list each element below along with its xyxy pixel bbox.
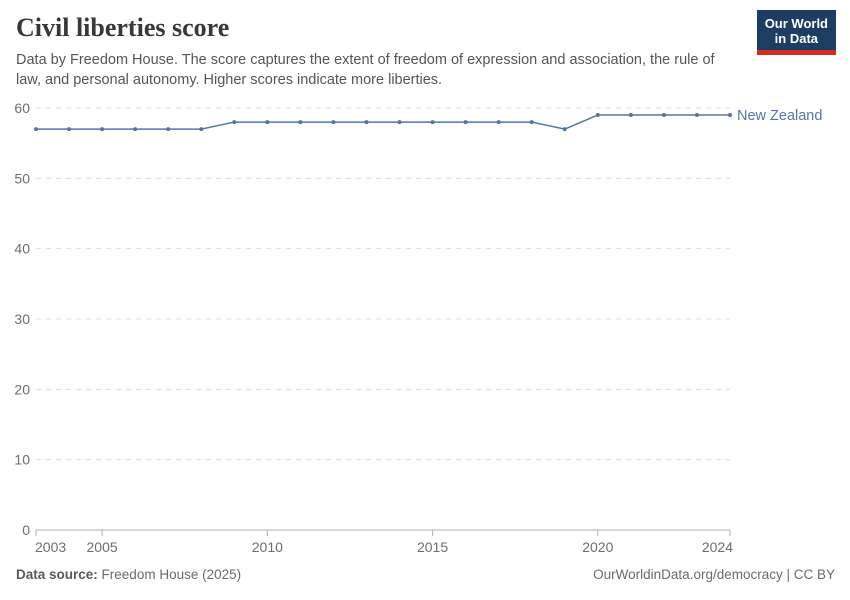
data-point-2020 [595, 113, 600, 118]
y-axis-label-20: 20 [14, 381, 30, 397]
data-point-2016 [463, 120, 468, 125]
chart-footer: Data source: Freedom House (2025) OurWor… [16, 566, 835, 584]
chart-title: Civil liberties score [16, 13, 230, 42]
y-axis-label-30: 30 [14, 311, 30, 327]
y-axis-label-60: 60 [14, 100, 30, 116]
data-point-2022 [661, 113, 666, 118]
owid-logo[interactable]: Our World in Data [756, 10, 836, 55]
owid-logo-line1: Our World [764, 16, 828, 31]
data-point-2008 [199, 127, 204, 132]
data-point-2019 [562, 127, 567, 132]
data-point-2024 [728, 113, 732, 118]
data-point-2005 [100, 127, 105, 132]
data-point-2006 [133, 127, 138, 132]
data-point-2011 [298, 120, 303, 125]
y-axis-label-50: 50 [14, 170, 30, 186]
data-point-2003 [34, 127, 38, 132]
data-point-2017 [496, 120, 501, 125]
x-axis-label-2010: 2010 [252, 539, 283, 555]
x-axis-label-2003: 2003 [35, 539, 66, 555]
series-label[interactable]: New Zealand [737, 108, 822, 124]
data-point-2018 [529, 120, 534, 125]
data-point-2014 [397, 120, 402, 125]
attribution: OurWorldinData.org/democracy | CC BY [593, 567, 835, 582]
data-source: Data source: Freedom House (2025) [16, 566, 241, 584]
series-line [36, 114, 730, 130]
x-axis-label-2005: 2005 [87, 539, 118, 555]
data-point-2021 [628, 113, 633, 118]
data-point-2007 [166, 127, 171, 132]
chart-subtitle: Data by Freedom House. The score capture… [16, 52, 715, 88]
data-source-label: Data source: [16, 567, 98, 582]
data-point-2009 [232, 120, 237, 125]
data-point-2013 [364, 120, 369, 125]
x-axis-label-2024: 2024 [702, 539, 733, 555]
data-point-2010 [265, 120, 270, 125]
x-axis-label-2015: 2015 [417, 539, 448, 555]
owid-logo-line2: in Data [774, 31, 819, 46]
data-point-2023 [694, 113, 699, 118]
data-point-2012 [331, 120, 336, 125]
chart-canvas: 0 10 20 30 40 50 60 2003 2005 2010 2015 2020 2024 New… [14, 100, 822, 555]
data-point-2015 [430, 120, 435, 125]
y-axis-label-0: 0 [22, 522, 30, 538]
x-axis-label-2020: 2020 [582, 539, 613, 555]
data-source-value: Freedom House (2025) [101, 567, 242, 582]
y-axis-label-40: 40 [14, 241, 30, 257]
y-axis-label-10: 10 [14, 452, 30, 468]
data-point-2004 [67, 127, 72, 132]
